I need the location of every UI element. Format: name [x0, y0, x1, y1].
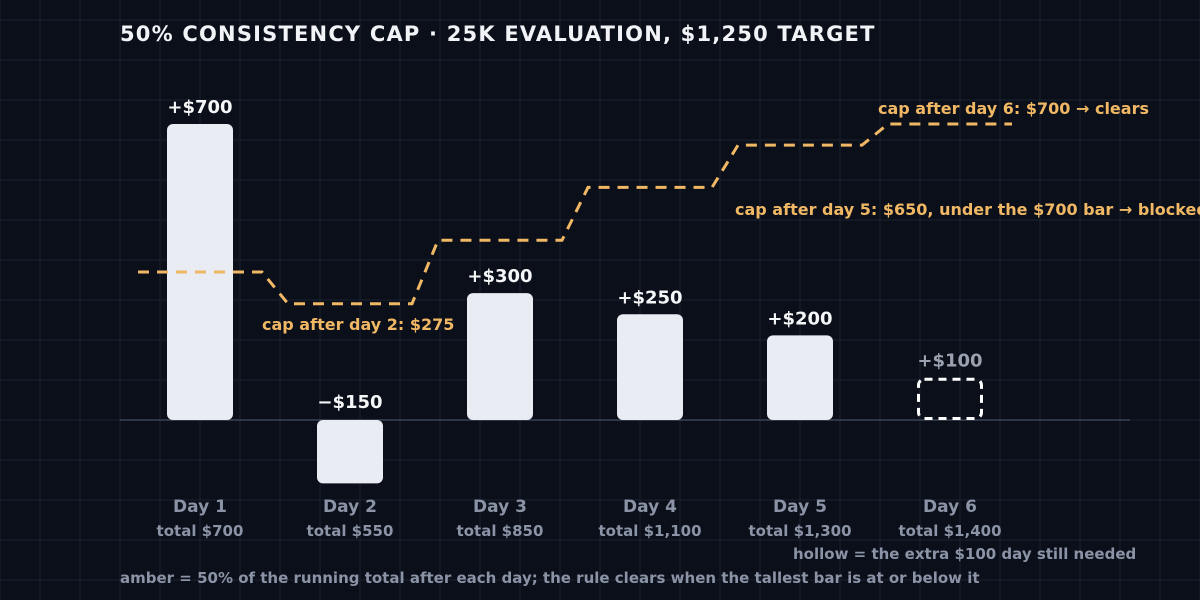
cap-annotation: cap after day 2: $275 — [262, 315, 454, 334]
category-label: Day 3 — [473, 497, 527, 517]
value-label: +$100 — [917, 351, 982, 372]
amber-note: amber = 50% of the running total after e… — [120, 569, 980, 587]
value-label: +$300 — [467, 266, 532, 287]
bar — [767, 335, 833, 420]
category-label: Day 2 — [323, 497, 377, 517]
labels: +$700 Day 1 total $700 −$150 Day 2 total $550… — [157, 97, 1200, 540]
category-label: Day 5 — [773, 497, 827, 517]
running-total-label: total $850 — [457, 522, 544, 540]
cap-line — [138, 122, 1012, 306]
running-total-label: total $1,100 — [598, 522, 701, 540]
hollow-bar — [917, 377, 983, 421]
category-label: Day 4 — [623, 497, 677, 517]
bar — [317, 420, 383, 484]
running-total-label: total $550 — [307, 522, 394, 540]
cap-annotation: cap after day 6: $700 → clears — [878, 99, 1149, 118]
value-label: +$700 — [167, 97, 232, 118]
value-label: +$200 — [767, 308, 832, 329]
chart-title: 50% CONSISTENCY CAP · 25K EVALUATION, $1… — [120, 22, 876, 46]
running-total-label: total $1,400 — [898, 522, 1001, 540]
category-label: Day 1 — [173, 497, 227, 517]
cap-annotation: cap after day 5: $650, under the $700 ba… — [735, 200, 1200, 219]
running-total-label: total $700 — [157, 522, 244, 540]
bar — [467, 293, 533, 420]
running-total-label: total $1,300 — [748, 522, 851, 540]
bar — [617, 314, 683, 420]
hollow-note: hollow = the extra $100 day still needed — [793, 545, 1137, 563]
category-label: Day 6 — [923, 497, 977, 517]
bars — [167, 124, 983, 484]
value-label: +$250 — [617, 287, 682, 308]
value-label: −$150 — [317, 392, 382, 413]
